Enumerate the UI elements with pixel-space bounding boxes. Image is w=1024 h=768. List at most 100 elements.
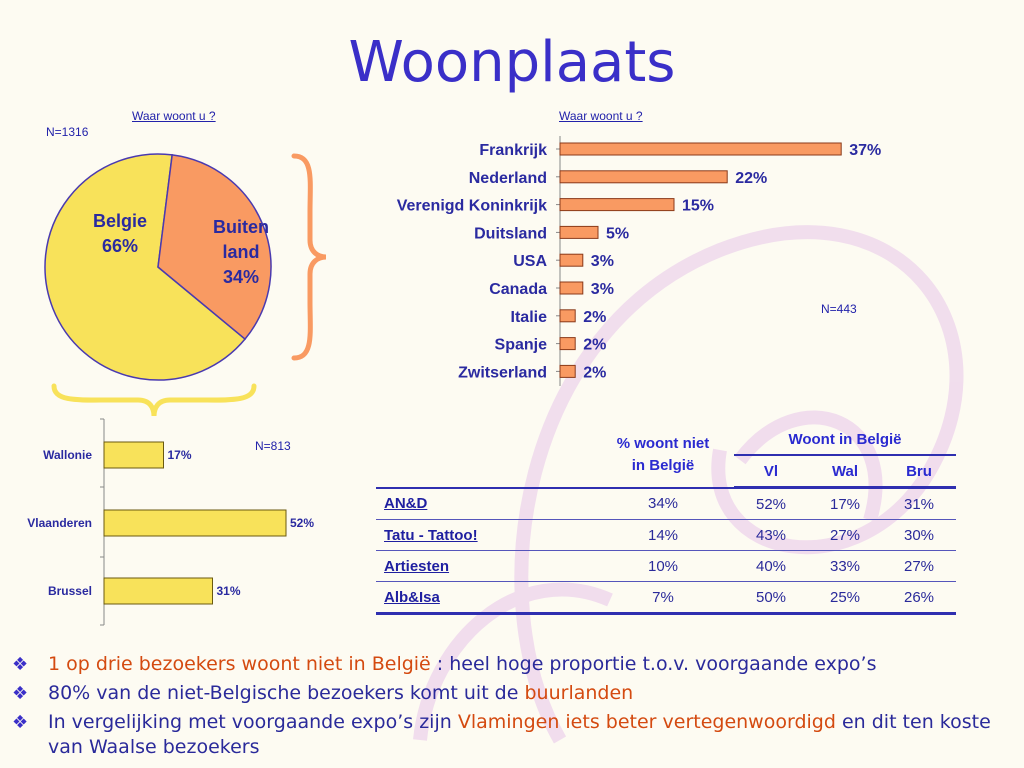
- pie-slice-buitenland: [157, 154, 272, 341]
- region-value-label: 31%: [217, 584, 241, 598]
- pie-label-land: land: [222, 242, 259, 262]
- country-category-label: Frankrijk: [479, 142, 547, 159]
- country-bar: [559, 337, 576, 351]
- row-bru: 31%: [882, 487, 956, 520]
- pct-header-line1: % woont niet: [616, 435, 710, 453]
- table-row: Artiesten 10% 40% 33% 27%: [376, 550, 956, 582]
- row-wal: 25%: [808, 581, 882, 615]
- pie-question: Waar woont u ?: [132, 109, 216, 123]
- country-value-label: 5%: [606, 225, 629, 242]
- country-value-label: 2%: [583, 364, 606, 381]
- country-value-label: 2%: [583, 337, 606, 354]
- row-name: Tatu - Tattoo!: [376, 519, 592, 551]
- bullet-list: ❖ 1 op drie bezoekers woont niet in Belgi…: [12, 652, 1017, 764]
- region-value-label: 52%: [290, 516, 314, 530]
- bullet-text: en dit ten koste van Waalse bezoekers: [48, 711, 991, 758]
- orange-brace: [291, 153, 327, 361]
- row-bru: 26%: [882, 581, 956, 615]
- pct-header-line2: in België: [631, 457, 695, 475]
- region-bar: [103, 577, 213, 605]
- country-category-label: Canada: [489, 281, 547, 298]
- country-bar: [559, 198, 675, 212]
- pie-slice-belgie: [44, 153, 247, 381]
- country-value-label: 3%: [591, 253, 614, 270]
- bullet-item: ❖ In vergelijking met voorgaande expo’s z…: [12, 710, 1017, 760]
- sub-header-wal: Wal: [808, 455, 882, 489]
- row-wal: 33%: [808, 550, 882, 582]
- bullet-item: ❖ 1 op drie bezoekers woont niet in Belgi…: [12, 652, 1017, 677]
- country-category-label: Nederland: [469, 170, 547, 187]
- country-value-label: 22%: [735, 170, 767, 187]
- row-pct: 10%: [592, 550, 734, 582]
- country-bar: [559, 225, 599, 239]
- country-bar: [559, 309, 576, 323]
- sub-header-bru: Bru: [882, 455, 956, 489]
- bullet-highlight-text: 1 op drie bezoekers woont niet in België: [48, 653, 431, 675]
- pie-label-buiten: Buiten: [213, 217, 269, 237]
- country-value-label: 2%: [583, 309, 606, 326]
- country-bar-chart: Frankrijk 37% Nederland 22% Verenigd Koninkr…: [397, 136, 881, 386]
- region-bar: [103, 441, 164, 469]
- region-category-label: Vlaanderen: [27, 516, 92, 530]
- bullet-item: ❖ 80% van de niet-Belgische bezoekers kom…: [12, 681, 1017, 706]
- row-name: Alb&Isa: [376, 581, 592, 615]
- table-row: Tatu - Tattoo! 14% 43% 27% 30%: [376, 519, 956, 551]
- row-vl: 50%: [734, 581, 808, 615]
- row-vl: 40%: [734, 550, 808, 582]
- table-row: AN&D 34% 52% 17% 31%: [376, 487, 956, 520]
- country-bar: [559, 253, 584, 267]
- region-category-label: Wallonie: [43, 448, 92, 462]
- row-vl: 43%: [734, 519, 808, 551]
- bullet-text: 80% van de niet-Belgische bezoekers komt…: [48, 682, 525, 704]
- pct-header: % woont niet in België: [592, 424, 734, 488]
- bullet-highlight-text: buurlanden: [524, 682, 634, 704]
- country-bar: [559, 142, 842, 156]
- row-wal: 27%: [808, 519, 882, 551]
- table-row: Alb&Isa 7% 50% 25% 26%: [376, 581, 956, 615]
- page-title: Woonplaats: [348, 30, 676, 95]
- country-bar: [559, 364, 576, 378]
- country-category-label: Verenigd Koninkrijk: [397, 198, 547, 215]
- bullet-text: In vergelijking met voorgaande expo’s zi…: [48, 711, 458, 733]
- country-category-label: Duitsland: [474, 225, 547, 242]
- country-category-label: Italie: [511, 309, 548, 326]
- row-pct: 7%: [592, 581, 734, 615]
- pie-chart: Belgie 66% Buiten land 34%: [44, 153, 272, 381]
- table-spacer-header: [376, 424, 592, 488]
- region-bar: [103, 509, 287, 537]
- pie-n-label: N=1316: [46, 125, 89, 139]
- stats-table: % woont niet in België Woont in België V…: [376, 424, 956, 615]
- row-name: AN&D: [376, 487, 592, 520]
- region-category-label: Brussel: [48, 584, 92, 598]
- region-n-label: N=813: [255, 439, 291, 453]
- row-vl: 52%: [734, 487, 808, 520]
- row-wal: 17%: [808, 487, 882, 520]
- country-category-label: Spanje: [495, 337, 548, 354]
- region-bar-chart: Wallonie 17% Vlaanderen 52% Brussel 31%: [27, 418, 314, 626]
- row-pct: 34%: [592, 487, 734, 520]
- pie-value-buitenland: 34%: [223, 267, 259, 287]
- bullet-highlight-text: Vlamingen iets beter vertegenwoordigd: [457, 711, 836, 733]
- bar-question: Waar woont u ?: [559, 109, 643, 123]
- yellow-brace: [51, 383, 257, 417]
- row-bru: 30%: [882, 519, 956, 551]
- country-value-label: 15%: [682, 198, 714, 215]
- country-category-label: Zwitserland: [458, 364, 547, 381]
- row-bru: 27%: [882, 550, 956, 582]
- diamond-bullet-icon: ❖: [12, 683, 29, 704]
- row-name: Artiesten: [376, 550, 592, 582]
- bullet-text: : heel hoge proportie t.o.v. voorgaande …: [430, 653, 877, 675]
- country-value-label: 37%: [849, 142, 881, 159]
- country-bar: [559, 281, 584, 295]
- country-n-label: N=443: [821, 302, 857, 316]
- row-pct: 14%: [592, 519, 734, 551]
- diamond-bullet-icon: ❖: [12, 654, 29, 675]
- country-bar: [559, 170, 728, 184]
- sub-header-vl: Vl: [734, 455, 808, 489]
- country-category-label: USA: [513, 253, 547, 270]
- country-value-label: 3%: [591, 281, 614, 298]
- pie-label-belgie: Belgie: [93, 211, 147, 231]
- region-value-label: 17%: [168, 448, 192, 462]
- group-header: Woont in België: [734, 424, 956, 456]
- diamond-bullet-icon: ❖: [12, 712, 29, 733]
